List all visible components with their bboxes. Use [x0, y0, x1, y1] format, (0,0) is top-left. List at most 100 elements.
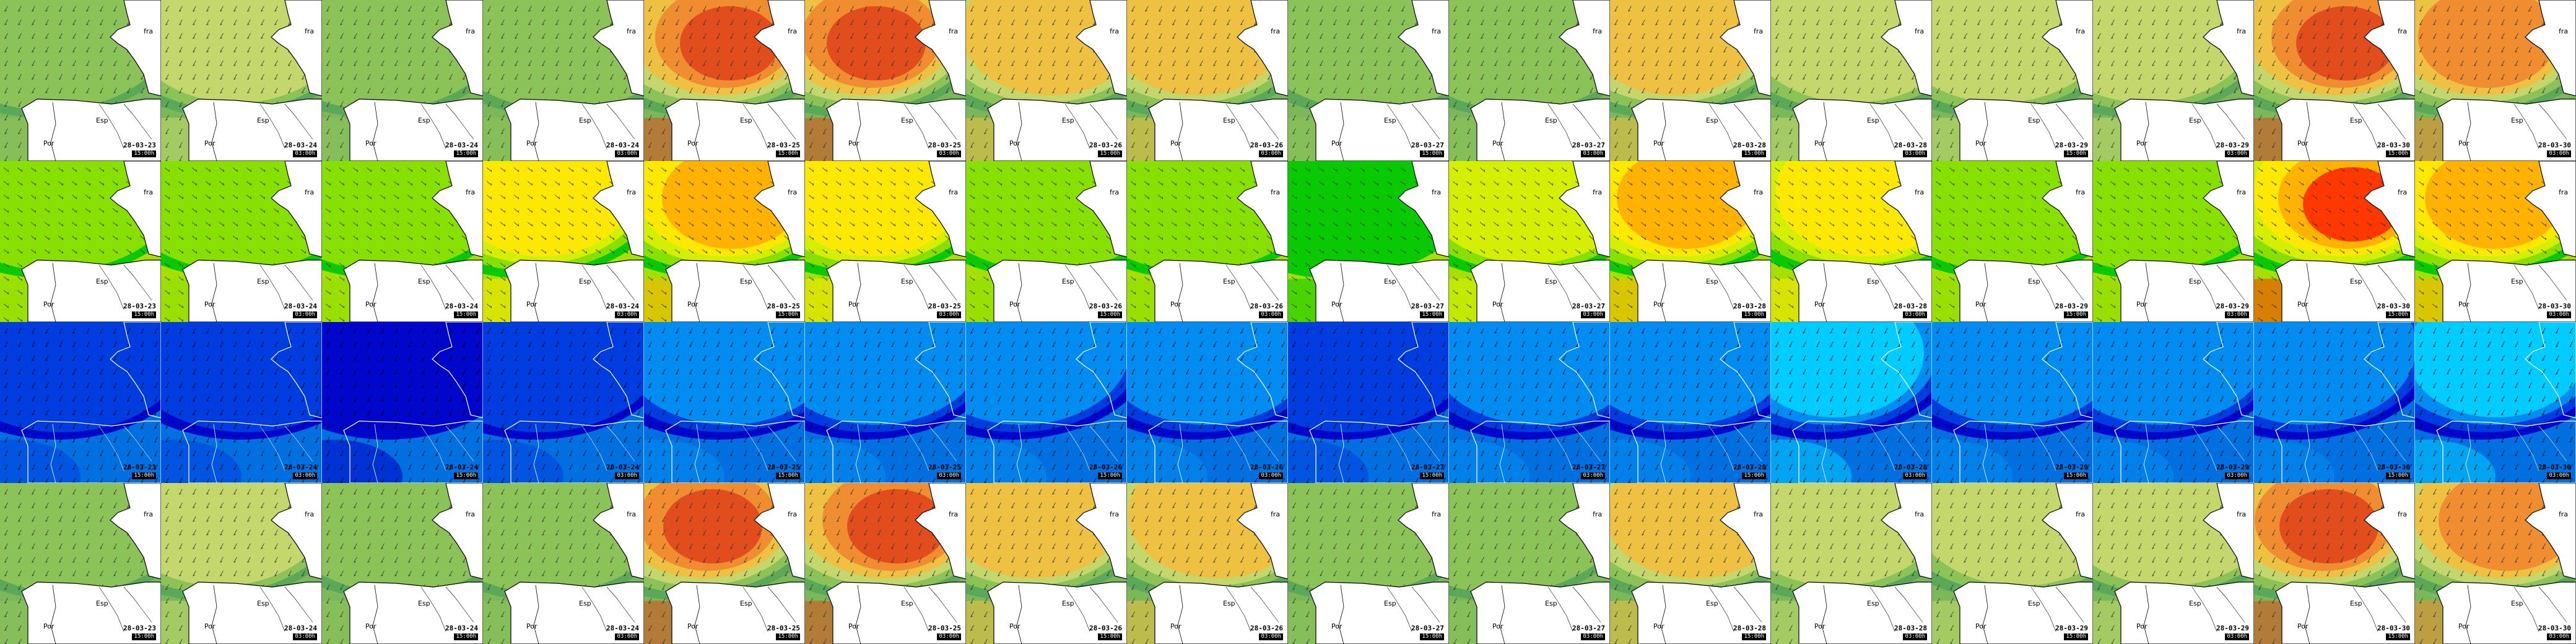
map-tile-wave-height[interactable]: fra Esp Por 28-03-25 15:00h	[644, 0, 805, 161]
map-tile-swell-height[interactable]: fra Esp Por 28-03-25 03:00h	[805, 483, 966, 644]
map-tile-swell-height[interactable]: fra Esp Por 28-03-25 15:00h	[644, 483, 805, 644]
map-canvas	[0, 161, 161, 322]
forecast-date: 28-03-24	[606, 624, 639, 632]
iberia-landmass	[504, 420, 644, 483]
map-tile-swell-height[interactable]: fra Esp Por 28-03-27 03:00h	[1449, 483, 1610, 644]
map-canvas	[966, 0, 1127, 161]
map-tile-wind-speed[interactable]: 28-03-26 15:00h	[966, 322, 1127, 483]
map-tile-wave-height[interactable]: fra Esp Por 28-03-29 03:00h	[2093, 0, 2254, 161]
map-tile-wave-period[interactable]: fra Esp Por 28-03-25 15:00h	[644, 161, 805, 322]
map-tile-wave-period[interactable]: fra Esp Por 28-03-23 15:00h	[0, 161, 161, 322]
forecast-date: 28-03-27	[1572, 141, 1605, 149]
map-tile-wind-speed[interactable]: 28-03-30 03:00h	[2415, 322, 2576, 483]
map-canvas	[322, 322, 483, 483]
iberia-landmass	[987, 259, 1127, 322]
forecast-time: 15:00h	[1420, 472, 1444, 479]
map-tile-wind-speed[interactable]: 28-03-24 03:00h	[483, 322, 644, 483]
forecast-time: 15:00h	[132, 472, 156, 479]
iberia-landmass	[1470, 259, 1610, 322]
map-tile-wind-speed[interactable]: 28-03-24 15:00h	[322, 322, 483, 483]
map-tile-wave-height[interactable]: fra Esp Por 28-03-25 03:00h	[805, 0, 966, 161]
map-tile-wave-period[interactable]: fra Esp Por 28-03-26 15:00h	[966, 161, 1127, 322]
map-tile-swell-height[interactable]: fra Esp Por 28-03-23 15:00h	[0, 483, 161, 644]
map-tile-swell-height[interactable]: fra Esp Por 28-03-30 15:00h	[2254, 483, 2415, 644]
map-tile-wind-speed[interactable]: 28-03-30 15:00h	[2254, 322, 2415, 483]
forecast-date: 28-03-24	[445, 624, 478, 632]
map-tile-swell-height[interactable]: fra Esp Por 28-03-24 03:00h	[161, 483, 322, 644]
map-tile-swell-height[interactable]: fra Esp Por 28-03-28 03:00h	[1771, 483, 1932, 644]
map-tile-wave-period[interactable]: fra Esp Por 28-03-29 15:00h	[1932, 161, 2093, 322]
map-tile-wave-height[interactable]: fra Esp Por 28-03-28 15:00h	[1610, 0, 1771, 161]
forecast-date: 28-03-23	[123, 463, 156, 471]
map-tile-wave-period[interactable]: fra Esp Por 28-03-28 15:00h	[1610, 161, 1771, 322]
forecast-time: 15:00h	[454, 150, 478, 157]
forecast-time: 03:00h	[937, 150, 961, 157]
map-canvas	[322, 0, 483, 161]
map-tile-wave-height[interactable]: fra Esp Por 28-03-30 03:00h	[2415, 0, 2576, 161]
map-tile-wave-height[interactable]: fra Esp Por 28-03-24 03:00h	[161, 0, 322, 161]
map-tile-swell-height[interactable]: fra Esp Por 28-03-26 15:00h	[966, 483, 1127, 644]
map-canvas	[1932, 483, 2093, 644]
map-tile-wave-height[interactable]: fra Esp Por 28-03-24 03:00h	[483, 0, 644, 161]
map-tile-wind-speed[interactable]: 28-03-23 15:00h	[0, 322, 161, 483]
map-tile-wave-period[interactable]: fra Esp Por 28-03-24 15:00h	[322, 161, 483, 322]
map-tile-swell-height[interactable]: fra Esp Por 28-03-28 15:00h	[1610, 483, 1771, 644]
map-tile-wave-height[interactable]: fra Esp Por 28-03-28 03:00h	[1771, 0, 1932, 161]
map-tile-wind-speed[interactable]: 28-03-24 03:00h	[161, 322, 322, 483]
map-tile-wave-period[interactable]: fra Esp Por 28-03-25 03:00h	[805, 161, 966, 322]
map-tile-wave-period[interactable]: fra Esp Por 28-03-24 03:00h	[483, 161, 644, 322]
map-tile-wave-height[interactable]: fra Esp Por 28-03-27 15:00h	[1288, 0, 1449, 161]
country-label-portugal: Por	[1009, 300, 1020, 308]
map-tile-wave-period[interactable]: fra Esp Por 28-03-27 15:00h	[1288, 161, 1449, 322]
forecast-date: 28-03-27	[1411, 624, 1444, 632]
map-tile-swell-height[interactable]: fra Esp Por 28-03-26 03:00h	[1127, 483, 1288, 644]
map-tile-wave-height[interactable]: fra Esp Por 28-03-23 15:00h	[0, 0, 161, 161]
map-tile-wind-speed[interactable]: 28-03-27 03:00h	[1449, 322, 1610, 483]
map-tile-wind-speed[interactable]: 28-03-26 03:00h	[1127, 322, 1288, 483]
map-tile-wave-period[interactable]: fra Esp Por 28-03-27 03:00h	[1449, 161, 1610, 322]
map-tile-wind-speed[interactable]: 28-03-28 15:00h	[1610, 322, 1771, 483]
map-tile-swell-height[interactable]: fra Esp Por 28-03-29 03:00h	[2093, 483, 2254, 644]
map-tile-wind-speed[interactable]: 28-03-25 03:00h	[805, 322, 966, 483]
map-tile-swell-height[interactable]: fra Esp Por 28-03-24 03:00h	[483, 483, 644, 644]
france-landmass	[432, 322, 483, 419]
forecast-date: 28-03-30	[2538, 141, 2571, 149]
map-tile-wind-speed[interactable]: 28-03-25 15:00h	[644, 322, 805, 483]
forecast-date: 28-03-30	[2538, 302, 2571, 310]
map-tile-wave-height[interactable]: fra Esp Por 28-03-27 03:00h	[1449, 0, 1610, 161]
country-label-portugal: Por	[2136, 139, 2147, 147]
map-canvas	[644, 322, 805, 483]
map-tile-wave-period[interactable]: fra Esp Por 28-03-29 03:00h	[2093, 161, 2254, 322]
map-tile-wave-height[interactable]: fra Esp Por 28-03-24 15:00h	[322, 0, 483, 161]
forecast-time: 15:00h	[776, 633, 800, 640]
country-label-spain: Esp	[2189, 116, 2201, 124]
country-label-france: fra	[2076, 188, 2085, 196]
map-tile-swell-height[interactable]: fra Esp Por 28-03-27 15:00h	[1288, 483, 1449, 644]
map-tile-wave-height[interactable]: fra Esp Por 28-03-29 15:00h	[1932, 0, 2093, 161]
iberia-landmass	[2436, 581, 2576, 644]
map-canvas	[966, 483, 1127, 644]
map-tile-wave-height[interactable]: fra Esp Por 28-03-26 03:00h	[1127, 0, 1288, 161]
france-landmass	[1076, 0, 1127, 97]
country-label-france: fra	[2237, 27, 2246, 35]
forecast-date: 28-03-24	[284, 302, 317, 310]
map-tile-wave-period[interactable]: fra Esp Por 28-03-26 03:00h	[1127, 161, 1288, 322]
france-landmass	[2203, 161, 2254, 258]
france-landmass	[593, 0, 644, 97]
map-tile-wind-speed[interactable]: 28-03-27 15:00h	[1288, 322, 1449, 483]
map-tile-swell-height[interactable]: fra Esp Por 28-03-24 15:00h	[322, 483, 483, 644]
map-tile-swell-height[interactable]: fra Esp Por 28-03-30 03:00h	[2415, 483, 2576, 644]
map-tile-swell-height[interactable]: fra Esp Por 28-03-29 15:00h	[1932, 483, 2093, 644]
map-tile-wind-speed[interactable]: 28-03-29 15:00h	[1932, 322, 2093, 483]
forecast-date: 28-03-30	[2377, 141, 2410, 149]
map-tile-wave-period[interactable]: fra Esp Por 28-03-28 03:00h	[1771, 161, 1932, 322]
map-tile-wave-period[interactable]: fra Esp Por 28-03-24 03:00h	[161, 161, 322, 322]
map-tile-wave-period[interactable]: fra Esp Por 28-03-30 03:00h	[2415, 161, 2576, 322]
country-label-spain: Esp	[418, 277, 430, 285]
map-tile-wind-speed[interactable]: 28-03-29 03:00h	[2093, 322, 2254, 483]
map-tile-wave-height[interactable]: fra Esp Por 28-03-30 15:00h	[2254, 0, 2415, 161]
map-tile-wind-speed[interactable]: 28-03-28 03:00h	[1771, 322, 1932, 483]
country-label-spain: Esp	[257, 116, 269, 124]
map-tile-wave-height[interactable]: fra Esp Por 28-03-26 15:00h	[966, 0, 1127, 161]
map-tile-wave-period[interactable]: fra Esp Por 28-03-30 15:00h	[2254, 161, 2415, 322]
